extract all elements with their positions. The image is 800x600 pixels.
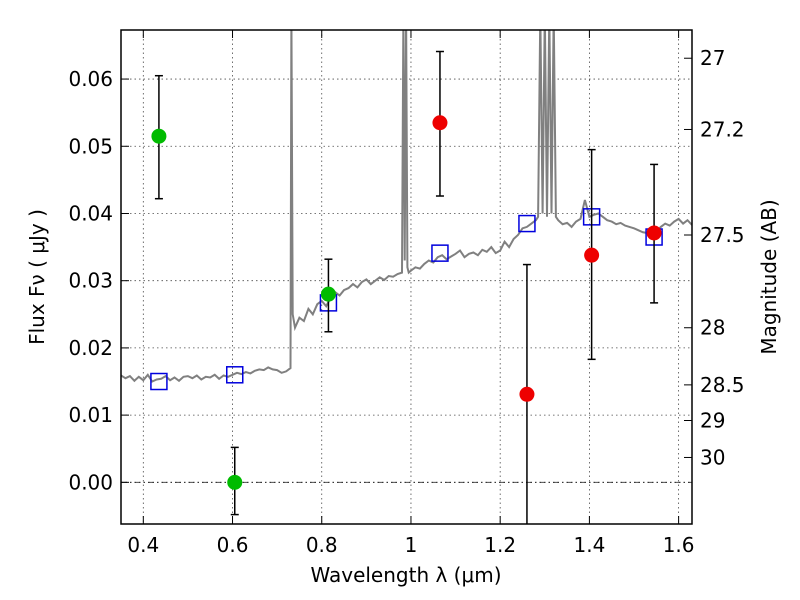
x-tick-label: 1.2 (484, 533, 516, 557)
observed-point (584, 247, 600, 263)
spectrum (121, 30, 692, 383)
x-tick-label: 0.6 (217, 533, 249, 557)
y-tick-label: 0.06 (68, 67, 113, 91)
model-square (150, 372, 168, 391)
x-axis: 0.4 0.6 0.8 1 1.2 1.4 1.6 (127, 30, 695, 557)
model-square (518, 214, 536, 233)
y2-tick-label: 30 (700, 445, 725, 469)
observed-point (151, 128, 167, 144)
y-tick-label: 0.03 (68, 269, 113, 293)
observed-point (432, 115, 448, 131)
x-tick-label: 0.4 (127, 533, 159, 557)
y2-tick-label: 29 (700, 408, 725, 432)
observed-point (519, 386, 535, 402)
x-tick-label: 1 (405, 533, 418, 557)
y-tick-label: 0.04 (68, 201, 113, 225)
model-square (431, 244, 449, 262)
y-tick-label: 0.02 (68, 336, 113, 360)
observed-point (646, 225, 662, 241)
x-tick-label: 1.6 (663, 533, 695, 557)
x-tick-label: 0.8 (306, 533, 338, 557)
y-axis: 0.00 0.01 0.02 0.03 0.04 0.05 0.06 (68, 67, 129, 494)
plot-frame (120, 29, 693, 525)
y-tick-label: 0.00 (68, 470, 113, 494)
x-tick-label: 1.4 (573, 533, 605, 557)
y2-tick-label: 27.2 (700, 117, 745, 141)
y-axis-label: Flux Fν ( μJy ) (25, 209, 49, 345)
y2-axis: 27 27.2 27.5 28 28.5 29 30 (684, 46, 745, 469)
y2-axis-label: Magnitude (AB) (757, 199, 781, 354)
y2-tick-label: 27.5 (700, 223, 745, 247)
y-tick-label: 0.05 (68, 134, 113, 158)
observed-point (227, 474, 243, 490)
y2-tick-label: 27 (700, 46, 725, 70)
model-square (226, 366, 244, 384)
y-tick-label: 0.01 (68, 403, 113, 427)
y2-tick-label: 28.5 (700, 373, 745, 397)
observed-points (151, 115, 662, 490)
spectrum-line (121, 30, 692, 383)
observed-point (320, 286, 336, 302)
x-axis-label: Wavelength λ (μm) (310, 563, 501, 587)
y2-tick-label: 28 (700, 316, 725, 340)
